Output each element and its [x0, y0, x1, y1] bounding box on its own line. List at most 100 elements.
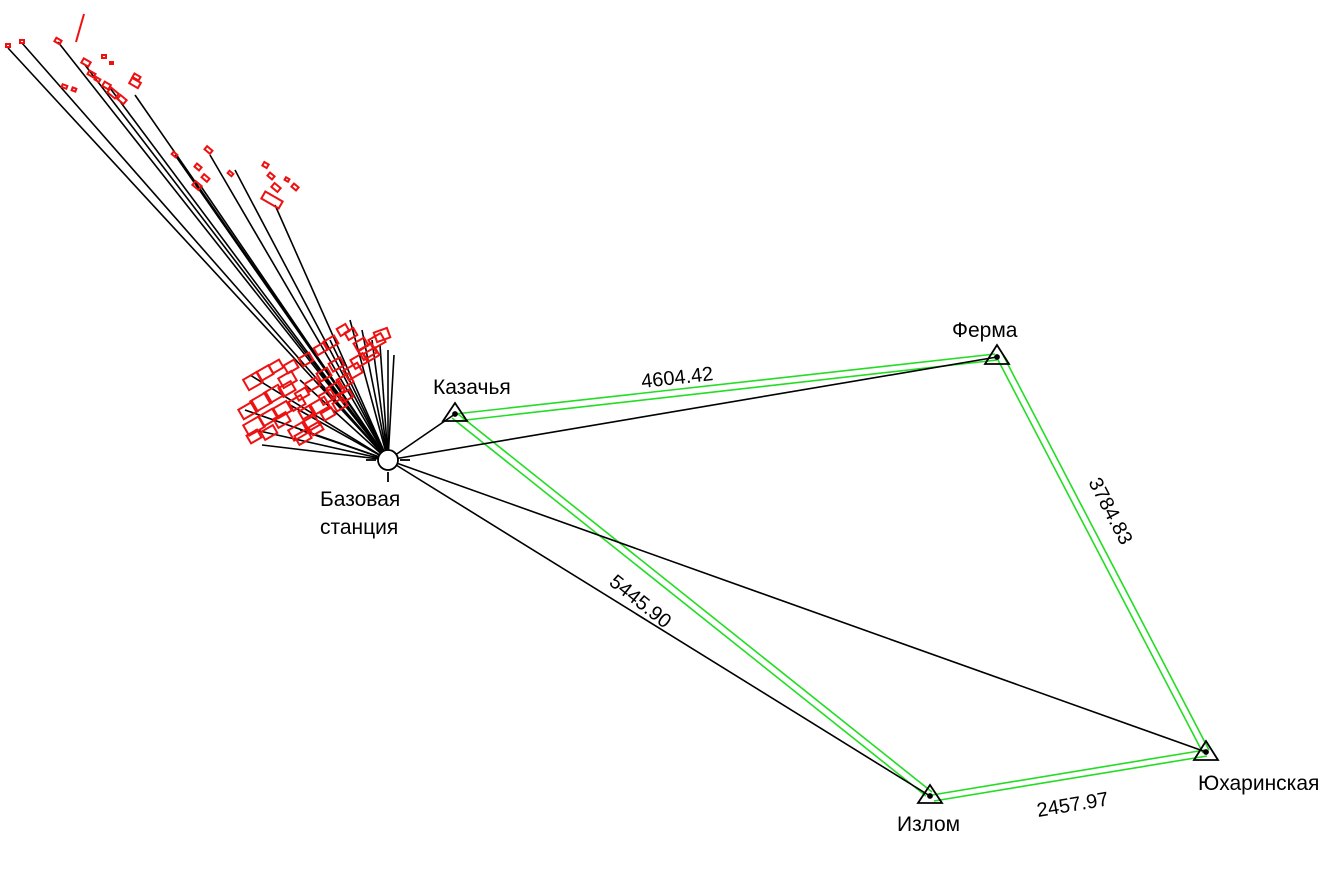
building-footprint	[277, 379, 297, 399]
building-footprint	[236, 400, 260, 421]
building-footprint	[267, 358, 285, 375]
base-station-label-line1: Базовая	[320, 488, 400, 511]
control-points	[441, 343, 1220, 804]
building-footprint	[327, 355, 346, 374]
point-ferma[interactable]	[983, 343, 1011, 365]
building-footprint	[286, 419, 312, 443]
building-footprint	[70, 86, 78, 93]
building-footprint	[262, 383, 286, 405]
building-footprint	[19, 39, 25, 44]
building-ray	[199, 184, 389, 461]
network-links	[451, 353, 1210, 802]
baseline-to-ferma	[387, 356, 998, 461]
building-footprint	[60, 82, 69, 91]
building-footprint	[256, 407, 280, 428]
building-footprint	[260, 160, 271, 170]
building-footprint	[255, 363, 275, 383]
building-ray	[371, 339, 389, 461]
base-station-marker[interactable]	[366, 438, 410, 482]
building-footprint	[307, 420, 325, 437]
building-footprint	[248, 390, 274, 414]
building-footprint	[293, 427, 313, 447]
building-ray	[234, 169, 389, 461]
building-footprint	[337, 388, 355, 404]
building-ray	[349, 319, 389, 461]
building-footprint	[335, 322, 351, 338]
building-footprint	[271, 399, 294, 420]
distance-kazachya-ferma: 4604.42	[640, 363, 714, 393]
building-footprint	[193, 162, 203, 172]
building-footprint	[75, 13, 85, 43]
building-ray	[209, 154, 389, 461]
baseline-to-yukharinskaya	[387, 459, 1207, 753]
distance-yukharinskaya-izlom: 2457.97	[1035, 788, 1110, 822]
building-footprint	[297, 351, 315, 368]
building-footprint	[315, 366, 333, 383]
building-footprint	[341, 361, 365, 382]
building-ray	[249, 374, 389, 461]
triangle-icon	[983, 343, 1011, 365]
point-yukharinskaya[interactable]	[1192, 739, 1220, 761]
building-footprint	[335, 371, 355, 391]
link-yukharinskaya-izlom	[931, 749, 1208, 802]
link-ferma-yukharinskaya	[996, 354, 1210, 754]
building-footprint	[86, 69, 97, 79]
baselines	[387, 356, 1207, 797]
building-footprint	[293, 386, 311, 402]
building-ray	[254, 429, 389, 461]
link-kazachya-izlom	[451, 413, 933, 797]
building-ray	[379, 344, 389, 461]
building-footprint	[93, 75, 102, 84]
building-ray	[329, 339, 389, 461]
building-footprint	[297, 404, 315, 421]
building-footprint	[226, 169, 235, 178]
building-footprint	[272, 410, 292, 430]
building-footprint	[300, 413, 322, 434]
base-station-label-line2: станция	[320, 516, 398, 539]
building-footprint	[324, 379, 347, 400]
building-footprint	[131, 72, 142, 82]
building-footprint	[303, 375, 322, 394]
building-footprint	[53, 36, 63, 46]
link-kazachya-ferma	[454, 353, 998, 422]
building-footprint	[317, 387, 337, 407]
building-footprint	[283, 175, 291, 184]
building-footprint	[115, 93, 129, 106]
distance-ferma-yukharinskaya: 3784.83	[1084, 474, 1137, 548]
triangle-icon	[916, 783, 944, 804]
building-ray	[387, 354, 395, 461]
point-kazachya[interactable]	[441, 401, 469, 422]
building-footprint	[109, 61, 114, 65]
building-footprint	[287, 393, 307, 413]
building-footprint	[290, 182, 300, 192]
building-ray	[57, 41, 389, 461]
building-footprint	[308, 395, 332, 416]
building-footprint	[190, 179, 204, 192]
building-footprint	[276, 369, 299, 390]
building-ray	[289, 404, 389, 461]
building-ray	[261, 444, 389, 461]
point-label-izlom: Излом	[897, 813, 960, 836]
building-footprint	[79, 56, 93, 69]
building-footprint	[259, 190, 285, 210]
point-izlom[interactable]	[916, 783, 944, 804]
building-footprint	[322, 334, 340, 351]
building-footprint	[282, 358, 300, 375]
building-footprint	[319, 406, 337, 422]
building-rays	[7, 41, 395, 461]
building-ray	[299, 379, 389, 461]
building-footprint	[372, 326, 392, 344]
building-footprint	[200, 172, 211, 184]
triangle-icon	[1192, 739, 1220, 761]
building-footprint	[100, 80, 113, 91]
building-footprint	[5, 43, 11, 48]
building-footprint	[269, 181, 283, 194]
building-footprint	[105, 86, 121, 100]
building-footprint	[170, 150, 179, 159]
building-footprints	[5, 13, 392, 447]
point-label-kazachya: Казачья	[433, 376, 511, 399]
building-footprint	[266, 171, 276, 181]
building-ray	[274, 204, 389, 461]
building-footprint	[203, 144, 214, 156]
